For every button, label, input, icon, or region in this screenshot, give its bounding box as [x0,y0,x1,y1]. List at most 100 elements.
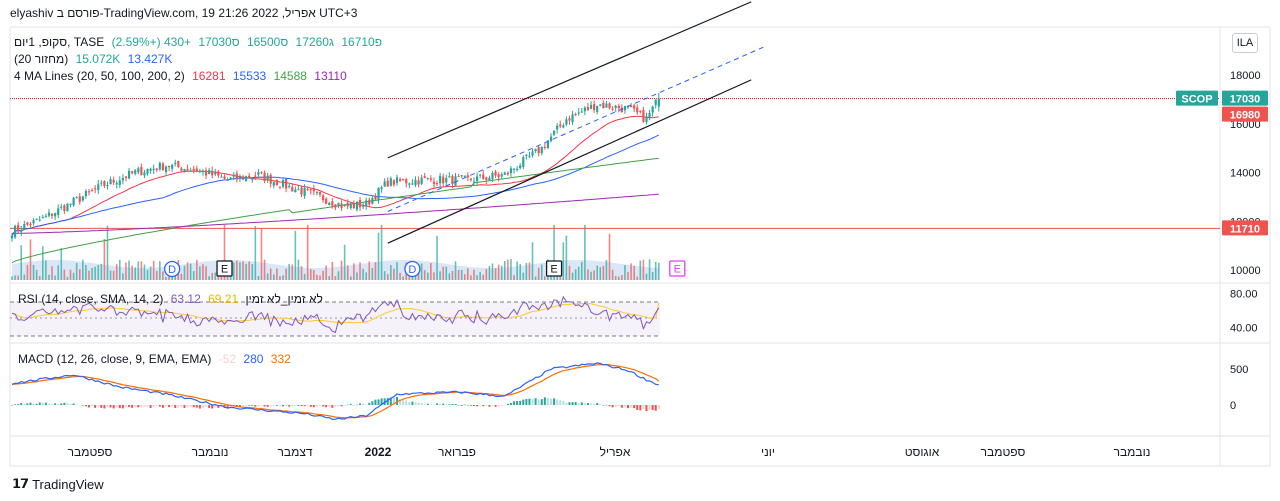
volume-bar [642,259,645,280]
volume-bar [245,263,247,280]
candle-body [50,213,54,217]
volume-bar [149,266,152,280]
macd-histogram-bar [636,405,639,411]
currency-button[interactable]: ILA [1232,33,1258,53]
volume-bar [540,264,543,280]
candle-body [500,174,503,177]
event-markers[interactable]: D DE E E [164,260,686,278]
volume-bar [383,271,386,280]
volume-bar [633,265,635,280]
macd-histogram-bar [26,403,29,405]
volume-bar [273,274,275,280]
channel-line [387,1,752,159]
candle-body [306,189,309,191]
macd-histogram-bar [377,399,380,405]
volume-bar [192,271,195,280]
volume-bar [183,265,186,280]
macd-histogram-bar [257,405,260,407]
candle-body [13,225,17,238]
volume-bar [122,273,124,280]
macd-histogram-bar [165,405,167,407]
candle-body [84,191,88,197]
volume-bar [322,270,324,280]
candle-body [78,196,81,202]
scop-tag: SCOP [1181,94,1212,106]
candle-body [368,199,371,205]
volume-bar [353,263,355,280]
candle-body [20,230,23,232]
time-axis[interactable]: ספטמבר נובמבר דצמבר 2022 פברואר אפריל יוני אוגו… [68,445,1151,459]
macd-histogram-bar [214,405,217,408]
macd-histogram-bar [534,398,537,405]
macd-histogram-bar [63,402,66,405]
macd-histogram-bar [54,403,57,405]
macd-histogram-bar [577,403,580,405]
support-tag: 11710 [1230,223,1260,235]
candle-body [346,202,349,207]
volume-bar [562,242,565,280]
legend-open: פ16710 [341,35,383,49]
macd-histogram-bar [617,405,620,407]
volume-bar [467,268,469,280]
candle-body [131,171,134,174]
volume-bar [48,274,50,280]
volume-bar [599,267,602,280]
volume-bar [651,272,654,280]
volume-bar [544,276,546,280]
macd-histogram-bar [245,405,248,406]
candle-body [445,178,448,183]
volume-bar [128,260,130,280]
candle-body [38,219,41,221]
macd-histogram-bar [389,397,392,405]
macd-histogram-bar [608,405,611,407]
candle-body [546,140,550,149]
legend-ma100: 14588 [273,69,307,83]
volume-bar [288,263,290,280]
macd-histogram-bar [303,405,306,407]
macd-histogram-bar [396,397,398,405]
macd-histogram-bar [69,403,72,405]
brand-footer[interactable]: 𝟭𝟳 TradingView [12,476,104,492]
macd-histogram-bar [134,405,137,407]
macd-histogram-bar [23,404,26,405]
candle-body [294,189,297,193]
volume-bar [494,268,497,280]
candle-body [645,116,648,123]
volume-bar [165,276,167,280]
macd-histogram-bar [488,405,491,407]
volume-bar [69,269,72,280]
volume-bar [137,261,140,280]
candle-body [654,100,657,105]
price-axis[interactable]: 100001200014000160001800040.0080.000500S… [1176,70,1268,412]
volume-bar [454,261,457,280]
volume-bar [63,269,66,280]
time-tick-label: 2022 [365,445,392,459]
volume-bar [97,265,100,280]
candle-body [629,105,633,107]
candle-body [657,98,660,107]
volume-bar [427,272,429,280]
volume-bar [340,260,343,280]
macd-histogram-bar [414,402,417,405]
legend-volume-v1: 15.072K [75,52,121,66]
volume-bar [88,270,90,280]
macd-histogram-bar [201,405,204,409]
volume-bar [568,265,571,280]
macd-histogram-bar [439,403,442,405]
macd-histogram-bar [565,402,568,405]
rsi-ma-line [11,302,660,324]
volume-bar [94,266,96,280]
volume-bar [319,275,321,280]
macd-histogram-bar [192,405,195,408]
channel-drawing[interactable] [387,1,767,244]
support-tag-bg [1222,220,1268,236]
macd-histogram-bar [57,403,60,405]
candle-body [617,105,620,109]
volume-bar [439,271,441,280]
volume-bar [85,265,87,280]
volume-bar [174,273,177,280]
macd-histogram-bar [309,405,312,407]
macd-histogram-bar [149,405,152,409]
candle-body [109,179,112,185]
